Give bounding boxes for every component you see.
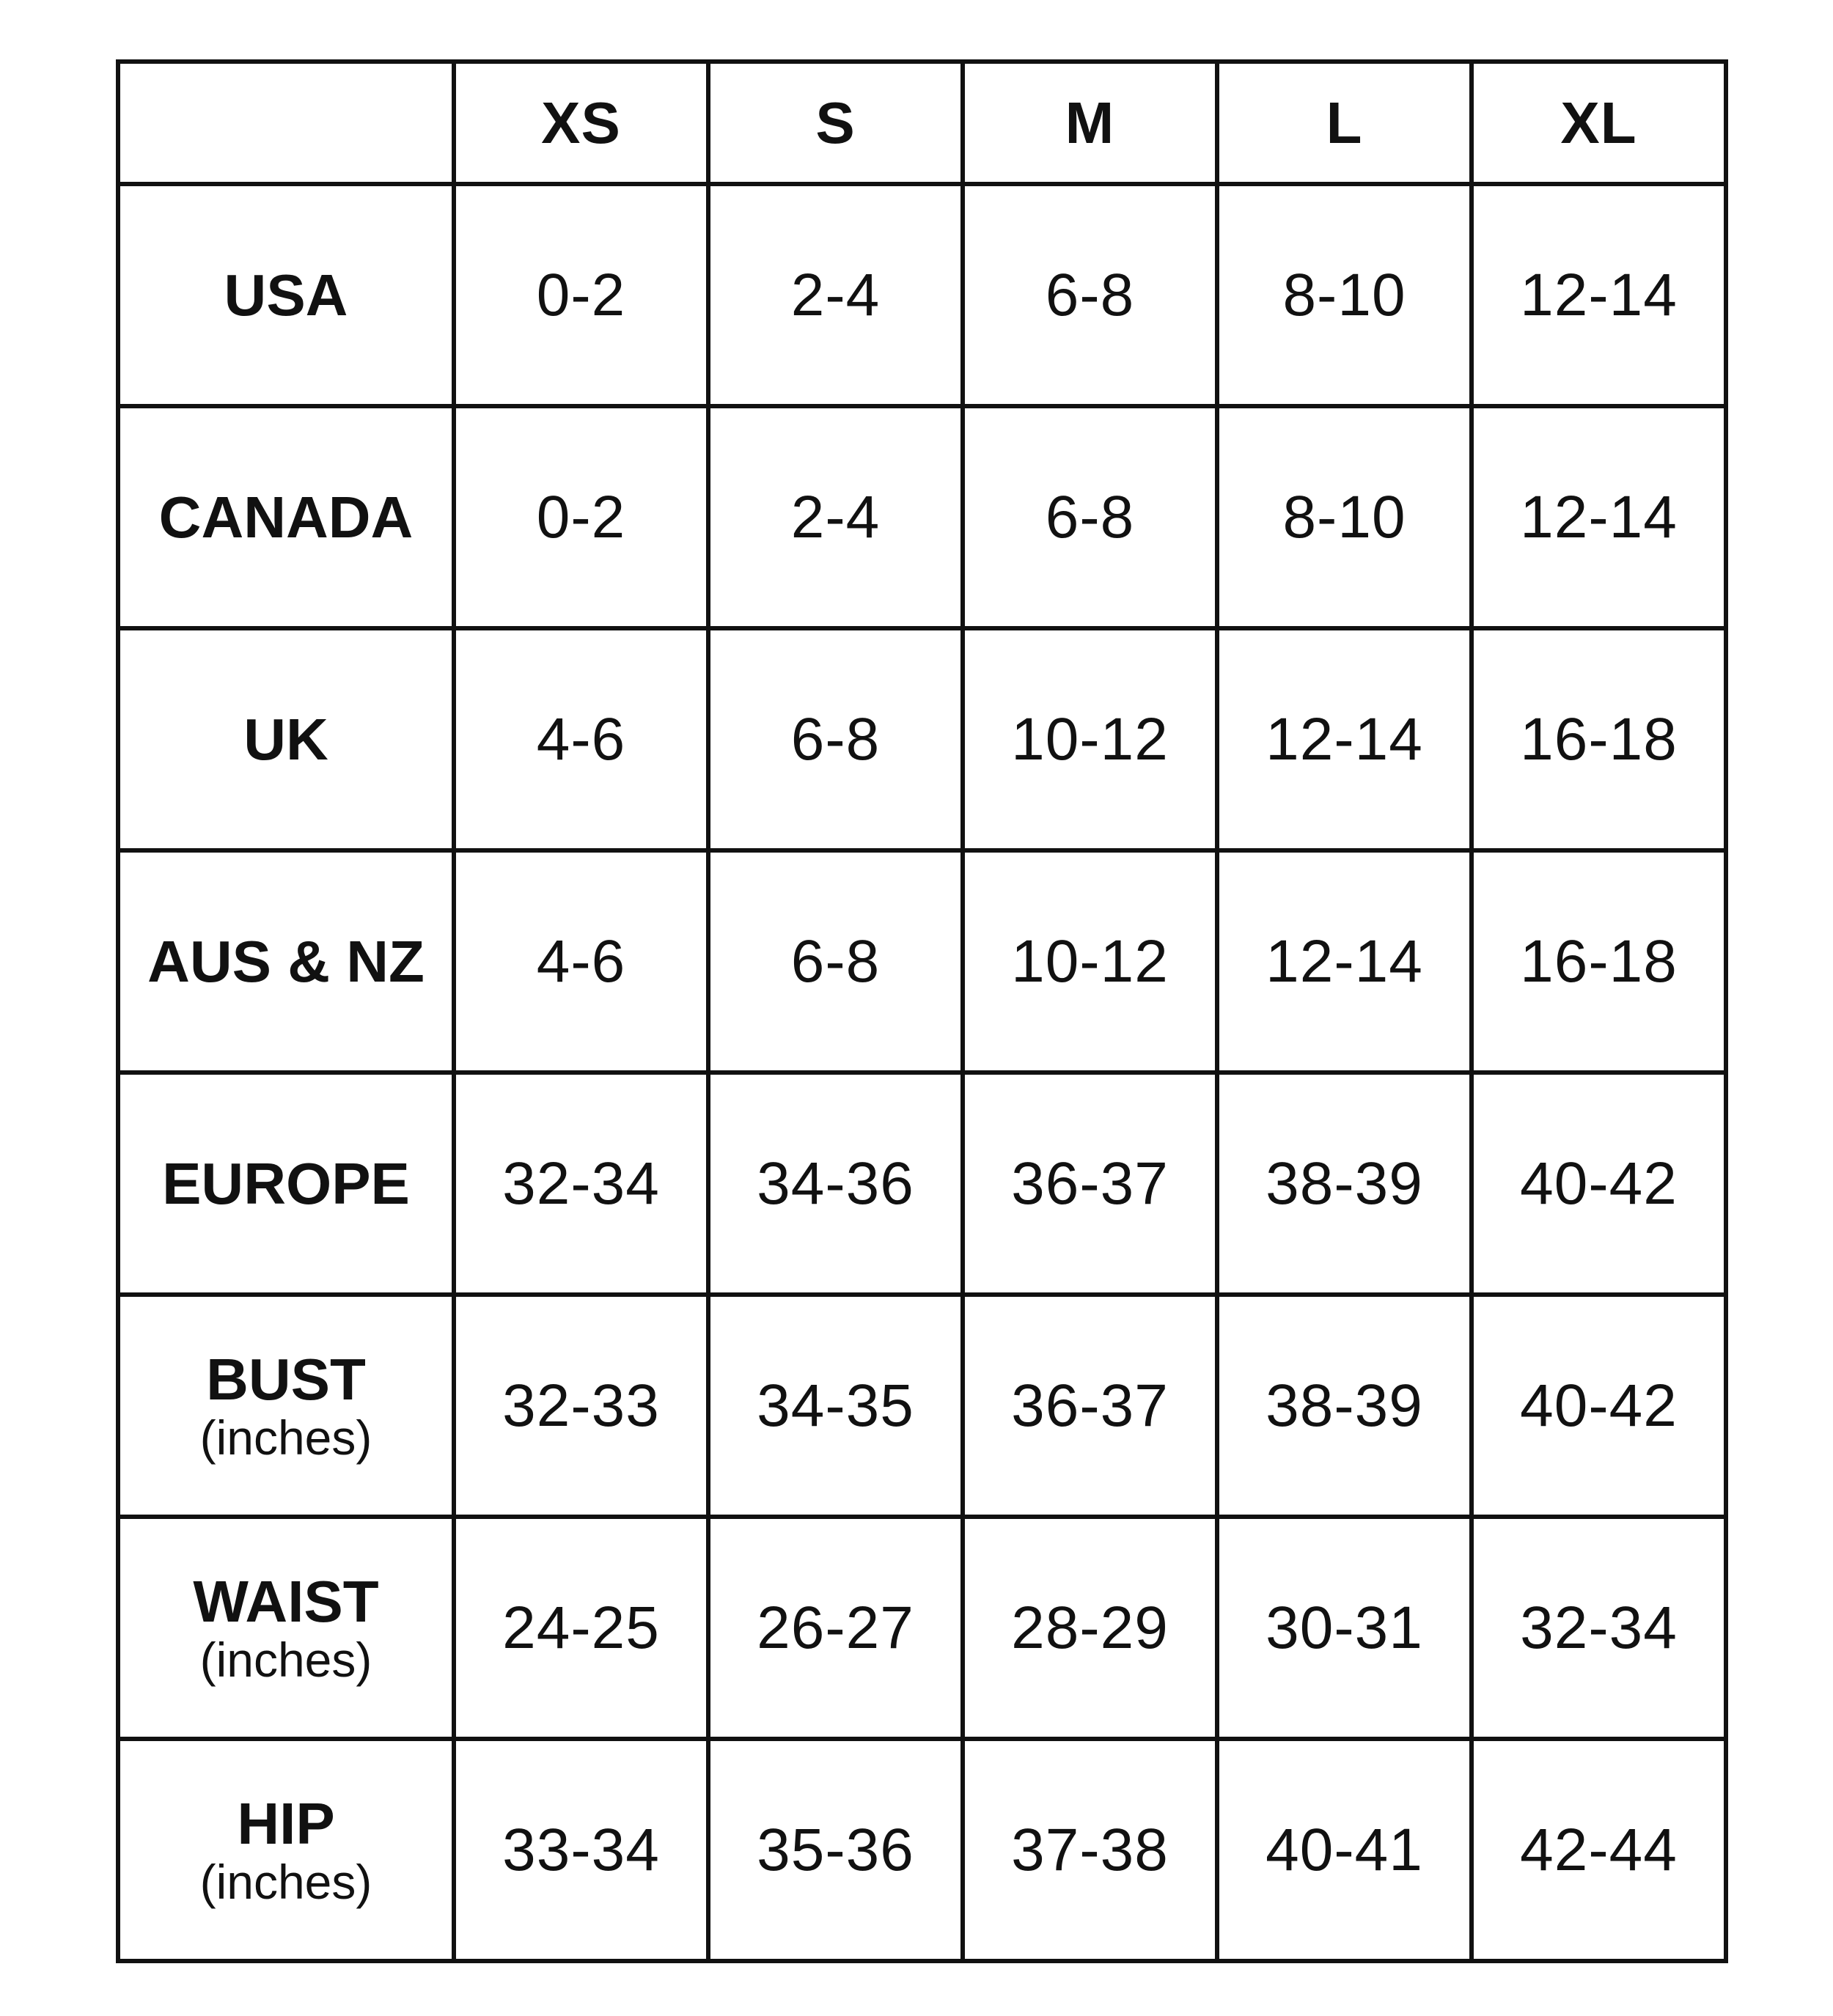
size-value-cell: 34-36	[706, 1070, 965, 1297]
row-label: CANADA	[116, 404, 456, 630]
size-value-cell: 6-8	[706, 626, 965, 853]
size-header-xs: XS	[452, 59, 710, 186]
size-value-cell: 8-10	[1215, 404, 1474, 630]
row-label: HIP (inches)	[116, 1737, 456, 1963]
size-value-cell: 40-41	[1215, 1737, 1474, 1963]
size-value-cell: 42-44	[1469, 1737, 1728, 1963]
size-value-cell: 36-37	[960, 1292, 1219, 1519]
size-header-l: L	[1215, 59, 1474, 186]
row-unit-label: (inches)	[199, 1854, 372, 1909]
size-value-cell: 12-14	[1469, 182, 1728, 408]
row-label-text: BUST	[206, 1346, 366, 1412]
row-label: USA	[116, 182, 456, 408]
size-value-cell: 16-18	[1469, 626, 1728, 853]
size-value-cell: 8-10	[1215, 182, 1474, 408]
size-value-cell: 2-4	[706, 182, 965, 408]
size-value-cell: 33-34	[452, 1737, 710, 1963]
size-value-cell: 10-12	[960, 626, 1219, 853]
row-unit-label: (inches)	[199, 1410, 372, 1465]
row-label: EUROPE	[116, 1070, 456, 1297]
row-label: AUS & NZ	[116, 848, 456, 1075]
size-value-cell: 4-6	[452, 848, 710, 1075]
size-value-cell: 0-2	[452, 404, 710, 630]
table-row: HIP (inches) 33-34 35-36 37-38 40-41 42-44	[116, 1737, 1728, 1963]
size-value-cell: 10-12	[960, 848, 1219, 1075]
size-value-cell: 32-33	[452, 1292, 710, 1519]
size-value-cell: 0-2	[452, 182, 710, 408]
corner-cell	[116, 59, 456, 186]
row-label-text: HIP	[237, 1790, 335, 1856]
size-value-cell: 6-8	[960, 404, 1219, 630]
row-label-text: WAIST	[193, 1568, 379, 1634]
table-row: BUST (inches) 32-33 34-35 36-37 38-39 40-42	[116, 1292, 1728, 1519]
size-value-cell: 35-36	[706, 1737, 965, 1963]
table-row: WAIST (inches) 24-25 26-27 28-29 30-31 32-34	[116, 1515, 1728, 1741]
size-chart-table: XS S M L XL USA 0-2 2-4 6-8 8-10 12-14 CANADA 0…	[116, 59, 1728, 1963]
row-label-text: UK	[243, 706, 328, 772]
size-value-cell: 32-34	[452, 1070, 710, 1297]
size-value-cell: 6-8	[706, 848, 965, 1075]
size-value-cell: 2-4	[706, 404, 965, 630]
size-value-cell: 4-6	[452, 626, 710, 853]
table-row: UK 4-6 6-8 10-12 12-14 16-18	[116, 626, 1728, 853]
size-value-cell: 37-38	[960, 1737, 1219, 1963]
table-row: USA 0-2 2-4 6-8 8-10 12-14	[116, 182, 1728, 408]
size-value-cell: 40-42	[1469, 1070, 1728, 1297]
size-value-cell: 6-8	[960, 182, 1219, 408]
row-label: WAIST (inches)	[116, 1515, 456, 1741]
size-value-cell: 24-25	[452, 1515, 710, 1741]
size-chart-body: USA 0-2 2-4 6-8 8-10 12-14 CANADA 0-2 2-4 6-8 8-10…	[116, 182, 1728, 1963]
size-value-cell: 32-34	[1469, 1515, 1728, 1741]
size-value-cell: 40-42	[1469, 1292, 1728, 1519]
size-value-cell: 34-35	[706, 1292, 965, 1519]
table-row: AUS & NZ 4-6 6-8 10-12 12-14 16-18	[116, 848, 1728, 1075]
table-row: CANADA 0-2 2-4 6-8 8-10 12-14	[116, 404, 1728, 630]
size-value-cell: 36-37	[960, 1070, 1219, 1297]
size-value-cell: 12-14	[1469, 404, 1728, 630]
size-header-xl: XL	[1469, 59, 1728, 186]
size-value-cell: 28-29	[960, 1515, 1219, 1741]
row-label: UK	[116, 626, 456, 853]
size-header-m: M	[960, 59, 1219, 186]
size-value-cell: 12-14	[1215, 626, 1474, 853]
size-value-cell: 26-27	[706, 1515, 965, 1741]
table-row: EUROPE 32-34 34-36 36-37 38-39 40-42	[116, 1070, 1728, 1297]
size-header-row: XS S M L XL	[116, 59, 1728, 186]
row-label-text: CANADA	[158, 484, 414, 550]
size-value-cell: 38-39	[1215, 1292, 1474, 1519]
size-value-cell: 38-39	[1215, 1070, 1474, 1297]
row-label: BUST (inches)	[116, 1292, 456, 1519]
size-value-cell: 30-31	[1215, 1515, 1474, 1741]
row-label-text: USA	[224, 262, 348, 328]
row-label-text: AUS & NZ	[147, 928, 425, 994]
size-value-cell: 12-14	[1215, 848, 1474, 1075]
size-value-cell: 16-18	[1469, 848, 1728, 1075]
size-header-s: S	[706, 59, 965, 186]
row-label-text: EUROPE	[162, 1150, 410, 1216]
row-unit-label: (inches)	[199, 1632, 372, 1687]
